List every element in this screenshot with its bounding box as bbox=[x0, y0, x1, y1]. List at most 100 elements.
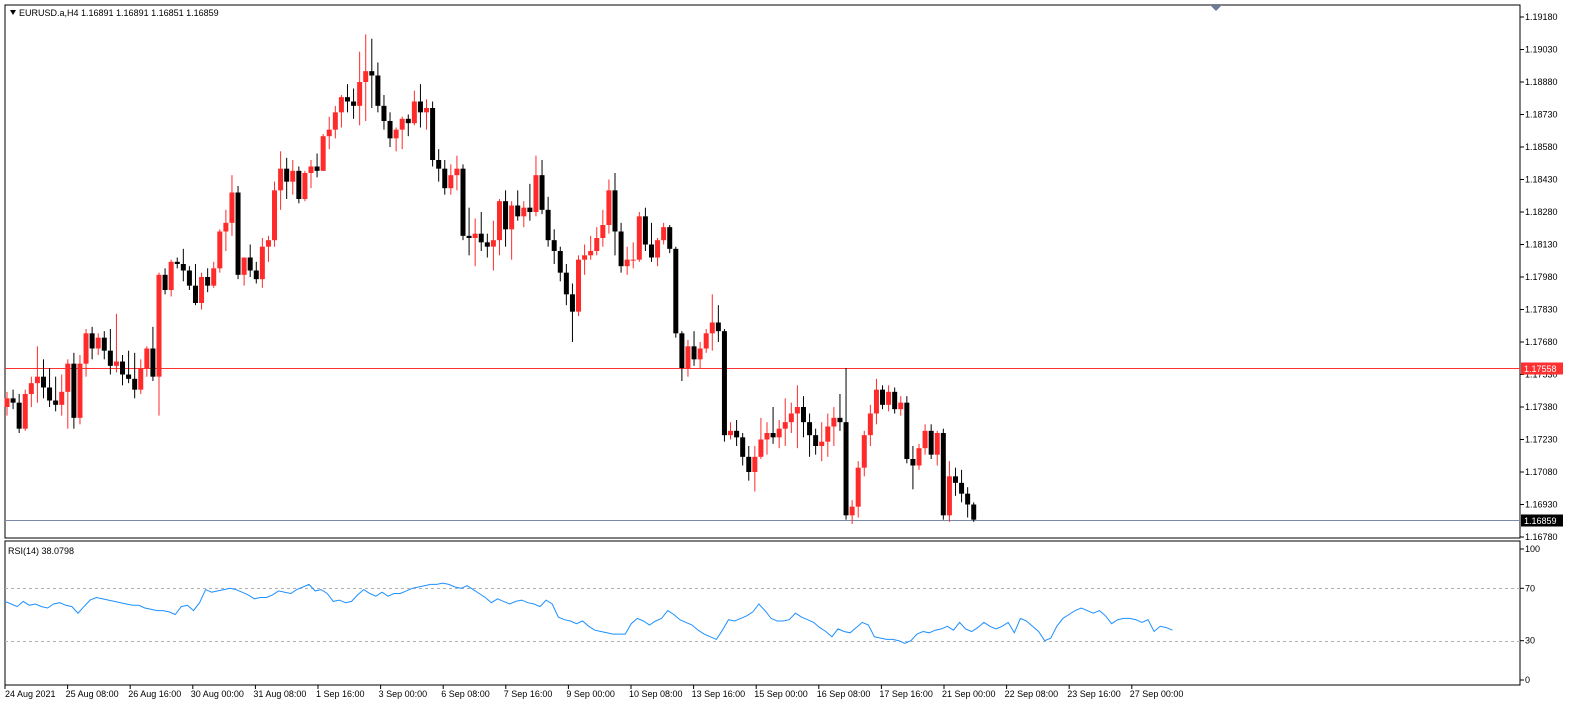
candle bbox=[150, 326, 156, 381]
candle bbox=[855, 461, 861, 518]
candle-body bbox=[861, 435, 867, 468]
candle bbox=[278, 151, 284, 210]
candle bbox=[430, 101, 436, 167]
candle bbox=[466, 207, 472, 256]
candle bbox=[113, 313, 119, 373]
candle bbox=[655, 238, 661, 267]
candle bbox=[952, 467, 958, 496]
candle bbox=[636, 212, 642, 262]
candle bbox=[22, 389, 28, 431]
candle bbox=[971, 502, 977, 522]
candle-body bbox=[782, 422, 788, 429]
candle-body bbox=[721, 331, 727, 436]
candle-body bbox=[53, 400, 59, 405]
price-tick-label: 1.17380 bbox=[1525, 402, 1558, 412]
candle bbox=[265, 235, 271, 262]
candle bbox=[496, 199, 502, 256]
symbol-header: EURUSD.a,H4 1.16891 1.16891 1.16851 1.16… bbox=[19, 8, 219, 18]
candle-body bbox=[703, 333, 709, 349]
candle bbox=[673, 246, 679, 338]
candle bbox=[192, 264, 198, 306]
candle-body bbox=[229, 192, 235, 223]
candle bbox=[16, 394, 22, 433]
candle-body bbox=[144, 348, 150, 368]
candle bbox=[381, 95, 387, 130]
candle bbox=[800, 396, 806, 438]
candle-body bbox=[399, 118, 405, 130]
candle bbox=[515, 190, 521, 221]
candle-body bbox=[484, 242, 490, 247]
candle-body bbox=[971, 504, 977, 520]
candle-body bbox=[600, 225, 606, 238]
rsi-panel[interactable]: 100 70 30 0 RSI(14) 38.0798 bbox=[4, 540, 1540, 686]
candle-body bbox=[709, 322, 715, 334]
candle bbox=[776, 420, 782, 449]
horizontal-lines[interactable]: 1.17558 1.16859 bbox=[5, 362, 1563, 527]
candle-body bbox=[624, 259, 630, 267]
price-tick-label: 1.18280 bbox=[1525, 207, 1558, 217]
candle bbox=[308, 160, 314, 189]
candle-body bbox=[606, 190, 612, 225]
candle-body bbox=[886, 391, 892, 405]
candle bbox=[867, 404, 873, 446]
candle bbox=[351, 88, 357, 119]
candle bbox=[302, 170, 308, 202]
candle-body bbox=[265, 240, 271, 247]
candle bbox=[691, 331, 697, 366]
shift-marker-icon[interactable] bbox=[1210, 5, 1222, 11]
candle-body bbox=[837, 417, 843, 423]
candle-body bbox=[539, 175, 545, 210]
candle bbox=[527, 183, 533, 221]
candle-body bbox=[278, 168, 284, 191]
candle-body bbox=[551, 240, 557, 251]
candle bbox=[363, 34, 369, 121]
candle-body bbox=[302, 173, 308, 199]
candle-body bbox=[211, 268, 217, 286]
candle-body bbox=[922, 430, 928, 449]
candle bbox=[77, 355, 83, 425]
candle-body bbox=[405, 118, 411, 124]
candle-body bbox=[16, 402, 22, 429]
candle-body bbox=[424, 108, 430, 113]
candle bbox=[770, 407, 776, 444]
candle bbox=[825, 413, 831, 457]
candle-body bbox=[934, 433, 940, 455]
candle bbox=[916, 443, 922, 470]
candle-body bbox=[898, 402, 904, 410]
rsi-tick-label: 100 bbox=[1525, 544, 1540, 554]
candle bbox=[618, 222, 624, 273]
header-arrow-icon[interactable] bbox=[10, 10, 16, 15]
candle-body bbox=[314, 166, 320, 171]
time-tick-label: 22 Sep 08:00 bbox=[1005, 689, 1059, 699]
rsi-tick-label: 0 bbox=[1525, 675, 1530, 685]
candle bbox=[807, 413, 813, 457]
candle-body bbox=[940, 433, 946, 516]
candle bbox=[533, 155, 539, 217]
candle-body bbox=[770, 433, 776, 438]
time-tick-label: 24 Aug 2021 bbox=[5, 689, 56, 699]
candle bbox=[229, 175, 235, 236]
candle bbox=[436, 149, 442, 182]
time-tick-label: 25 Aug 08:00 bbox=[66, 689, 119, 699]
candle-body bbox=[460, 168, 466, 236]
candle-body bbox=[880, 389, 886, 405]
candle-body bbox=[95, 337, 101, 349]
candle bbox=[47, 368, 53, 407]
candle bbox=[162, 268, 168, 295]
price-tick-label: 1.18430 bbox=[1525, 175, 1558, 185]
candle-body bbox=[162, 274, 168, 290]
candle-body bbox=[120, 361, 126, 375]
candle-body bbox=[357, 82, 363, 106]
candle bbox=[752, 446, 758, 492]
candle-body bbox=[916, 448, 922, 466]
time-tick-label: 7 Sep 16:00 bbox=[504, 689, 553, 699]
candle-body bbox=[192, 285, 198, 303]
candle bbox=[880, 385, 886, 410]
time-tick-label: 17 Sep 16:00 bbox=[879, 689, 933, 699]
candle bbox=[746, 446, 752, 481]
candle-body bbox=[387, 121, 393, 139]
candle bbox=[393, 127, 399, 152]
price-panel[interactable]: 1.19180 1.19030 1.18880 1.18730 1.18580 1.184… bbox=[4, 4, 1564, 542]
candle-body bbox=[253, 270, 259, 280]
